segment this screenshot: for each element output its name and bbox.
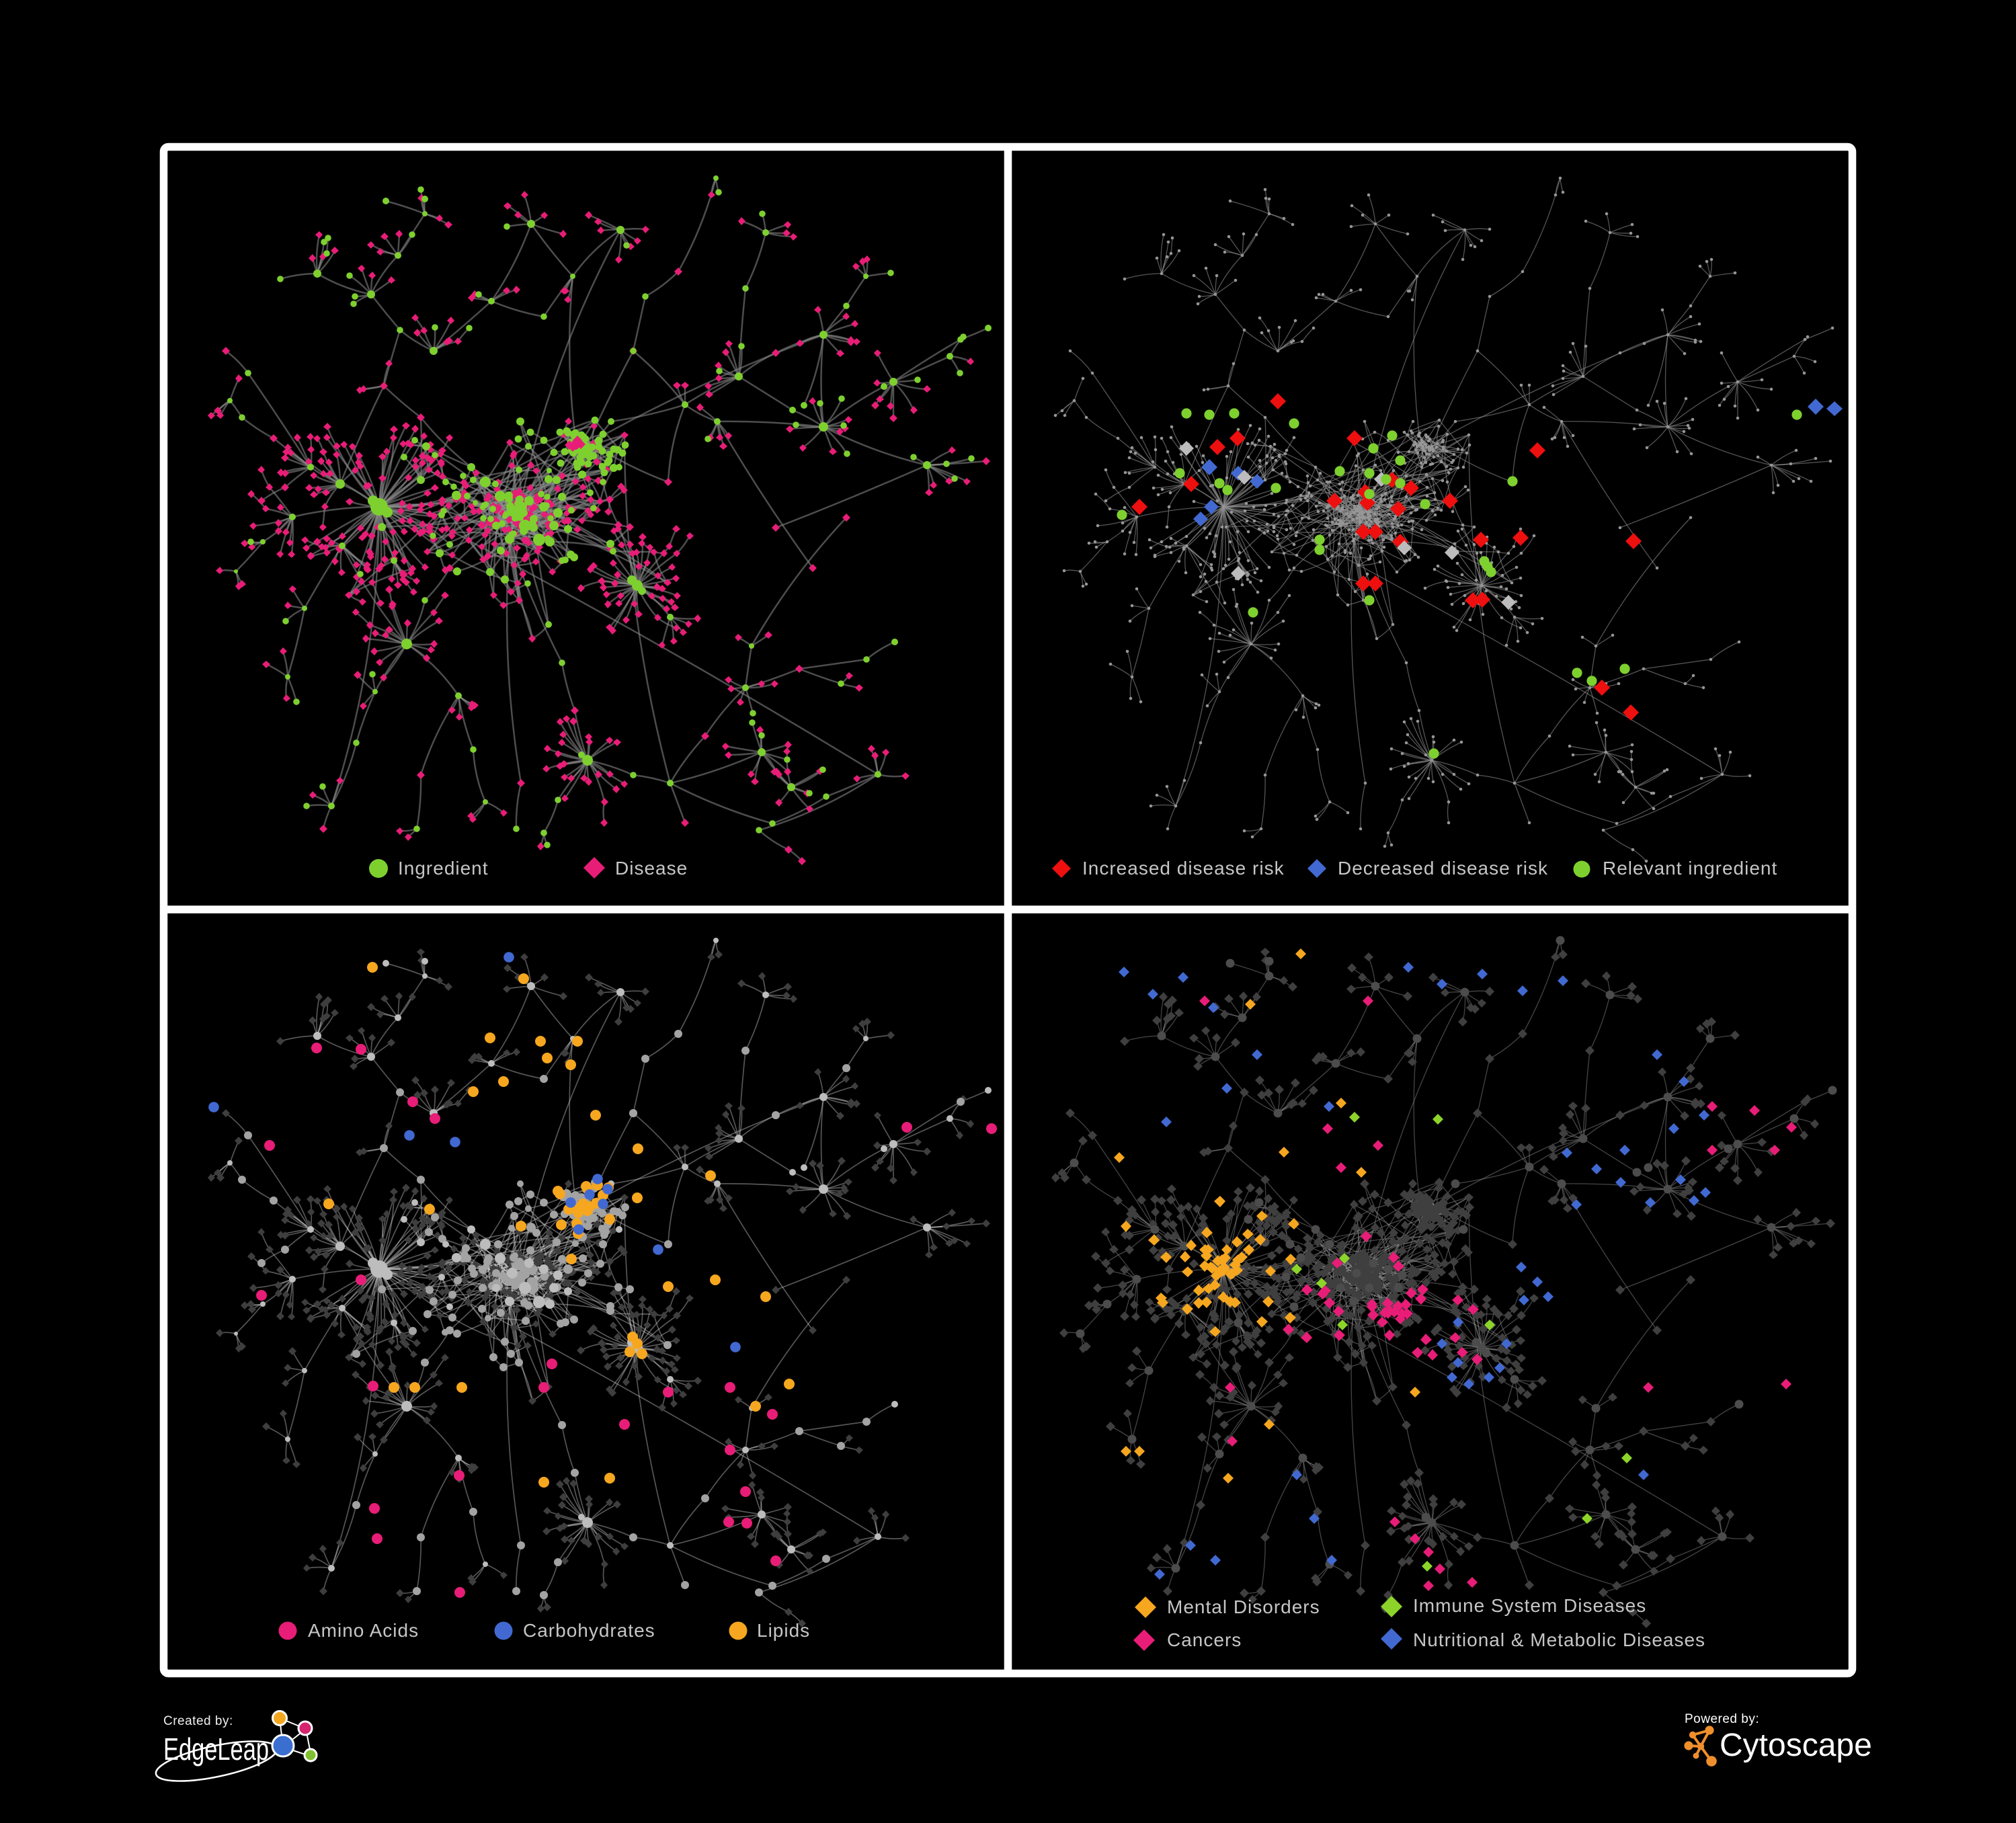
svg-text:EdgeLeap: EdgeLeap (163, 1732, 269, 1767)
svg-text:Ingredient: Ingredient (398, 858, 489, 879)
svg-text:Mental Disorders: Mental Disorders (1167, 1596, 1320, 1617)
svg-text:Disease: Disease (615, 858, 688, 879)
svg-text:Carbohydrates: Carbohydrates (523, 1620, 655, 1641)
svg-text:Lipids: Lipids (757, 1620, 810, 1641)
svg-text:Created by:: Created by: (163, 1714, 233, 1728)
svg-text:Cancers: Cancers (1167, 1629, 1242, 1650)
svg-text:Powered by:: Powered by: (1685, 1712, 1759, 1726)
svg-text:Immune System Diseases: Immune System Diseases (1413, 1595, 1646, 1616)
svg-text:Amino Acids: Amino Acids (308, 1620, 419, 1641)
svg-text:Nutritional & Metabolic Diseas: Nutritional & Metabolic Diseases (1413, 1629, 1705, 1650)
svg-text:Decreased disease risk: Decreased disease risk (1338, 858, 1548, 879)
svg-text:Relevant ingredient: Relevant ingredient (1603, 858, 1777, 879)
svg-text:Increased disease risk: Increased disease risk (1082, 858, 1285, 879)
svg-text:Cytoscape: Cytoscape (1720, 1728, 1872, 1763)
